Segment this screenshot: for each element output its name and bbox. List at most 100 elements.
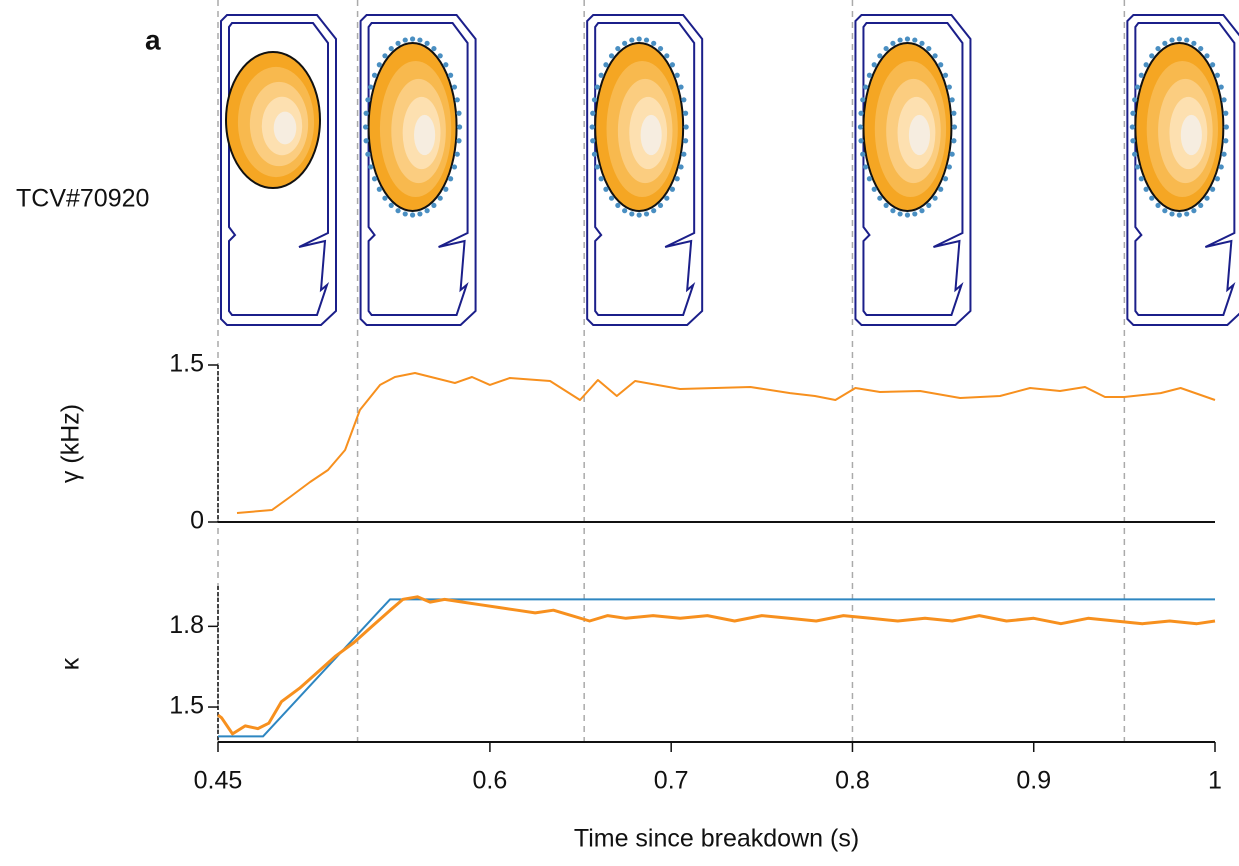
boundary-dot — [912, 211, 918, 217]
boundary-dot — [904, 36, 911, 42]
boundary-dot — [1132, 151, 1138, 157]
boundary-dot — [603, 186, 609, 192]
boundary-dot — [664, 195, 670, 201]
y-tick-label: 0 — [190, 507, 204, 535]
x-tick-label: 1 — [1208, 767, 1222, 795]
boundary-dot — [590, 110, 596, 116]
boundary-dot — [443, 186, 449, 192]
boundary-dot — [951, 138, 957, 144]
data-line — [218, 598, 1215, 738]
vessel-inner — [367, 22, 469, 316]
y-axis-label: γ (kHz) — [57, 404, 85, 483]
boundary-dot — [622, 40, 628, 46]
boundary-dot — [382, 53, 388, 59]
boundary-dot — [454, 97, 460, 103]
boundary-dot — [371, 72, 378, 78]
boundary-dot — [409, 36, 416, 42]
boundary-dot — [622, 208, 628, 214]
boundary-dot — [448, 176, 454, 182]
boundary-dot — [629, 37, 635, 43]
boundary-dot — [376, 62, 382, 68]
boundary-dot — [1214, 176, 1220, 182]
boundary-dot — [858, 110, 864, 116]
boundary-dot — [382, 195, 388, 201]
boundary-dot — [942, 72, 949, 78]
boundary-dot — [949, 151, 955, 157]
boundary-dot — [912, 37, 918, 43]
boundary-dot — [451, 84, 458, 90]
x-tick-label: 0.7 — [654, 767, 689, 795]
boundary-dot — [448, 72, 454, 78]
boundary-dot — [657, 45, 664, 52]
boundary-dot — [437, 53, 443, 59]
boundary-dot — [1143, 186, 1149, 192]
vessel-inner — [594, 22, 696, 316]
boundary-dot — [1155, 45, 1161, 52]
vessel-inner — [862, 22, 964, 316]
boundary-dot — [1223, 110, 1229, 116]
boundary-dot — [615, 202, 621, 209]
boundary-dot — [591, 151, 598, 157]
boundary-dot — [456, 110, 462, 116]
boundary-dot — [681, 97, 687, 103]
boundary-dot — [456, 124, 463, 130]
boundary-dot — [365, 151, 371, 157]
boundary-dot — [1132, 97, 1138, 103]
boundary-dot — [368, 164, 374, 170]
x-tick-label: 0.6 — [473, 767, 508, 795]
boundary-dot — [862, 164, 869, 170]
boundary-dot — [890, 208, 896, 214]
data-line — [236, 372, 1216, 514]
boundary-dot — [1169, 211, 1175, 217]
boundary-dot — [669, 62, 676, 68]
panel-label: a — [145, 24, 161, 55]
boundary-dot — [657, 202, 664, 209]
boundary-dot — [1184, 37, 1190, 43]
boundary-dot — [1134, 84, 1141, 90]
boundary-dot — [932, 53, 938, 59]
boundary-dot — [1130, 110, 1136, 116]
data-line — [217, 595, 1216, 736]
boundary-dot — [1138, 176, 1144, 182]
boundary-dot — [664, 53, 670, 59]
boundary-dot — [1191, 40, 1197, 46]
boundary-dot — [1204, 195, 1210, 201]
boundary-dot — [636, 36, 642, 42]
plasma-snapshot — [359, 14, 477, 326]
boundary-dot — [590, 138, 596, 144]
boundary-dot — [615, 45, 621, 52]
boundary-dot — [1162, 208, 1168, 214]
boundary-dot — [904, 212, 911, 218]
boundary-dot — [424, 208, 430, 214]
boundary-dot — [636, 212, 642, 218]
boundary-dot — [1198, 45, 1204, 52]
x-tick-label: 0.9 — [1016, 767, 1051, 795]
plasma-layer — [273, 111, 297, 145]
boundary-dot — [883, 202, 889, 209]
boundary-dot — [883, 45, 889, 52]
boundary-dot — [890, 40, 896, 46]
boundary-dot — [437, 195, 443, 201]
boundary-dot — [951, 110, 957, 116]
boundary-dot — [1214, 72, 1220, 78]
boundary-dot — [857, 124, 864, 130]
boundary-dot — [1176, 212, 1182, 218]
boundary-dot — [682, 138, 689, 144]
boundary-dot — [608, 53, 615, 59]
boundary-dot — [368, 84, 374, 90]
boundary-dot — [1223, 124, 1229, 130]
plasma-layer — [640, 114, 662, 156]
boundary-dot — [431, 202, 437, 209]
boundary-dot — [674, 176, 680, 182]
boundary-dot — [1130, 138, 1136, 144]
boundary-dot — [866, 72, 873, 78]
vessel-outer — [1126, 14, 1239, 326]
boundary-dot — [598, 176, 604, 182]
boundary-dot — [1155, 202, 1161, 209]
boundary-dot — [1204, 53, 1210, 59]
boundary-dot — [363, 138, 369, 144]
boundary-dot — [443, 62, 449, 68]
boundary-dot — [1198, 202, 1204, 209]
plasma-layer — [908, 114, 931, 156]
y-tick-label: 1.8 — [169, 611, 204, 639]
